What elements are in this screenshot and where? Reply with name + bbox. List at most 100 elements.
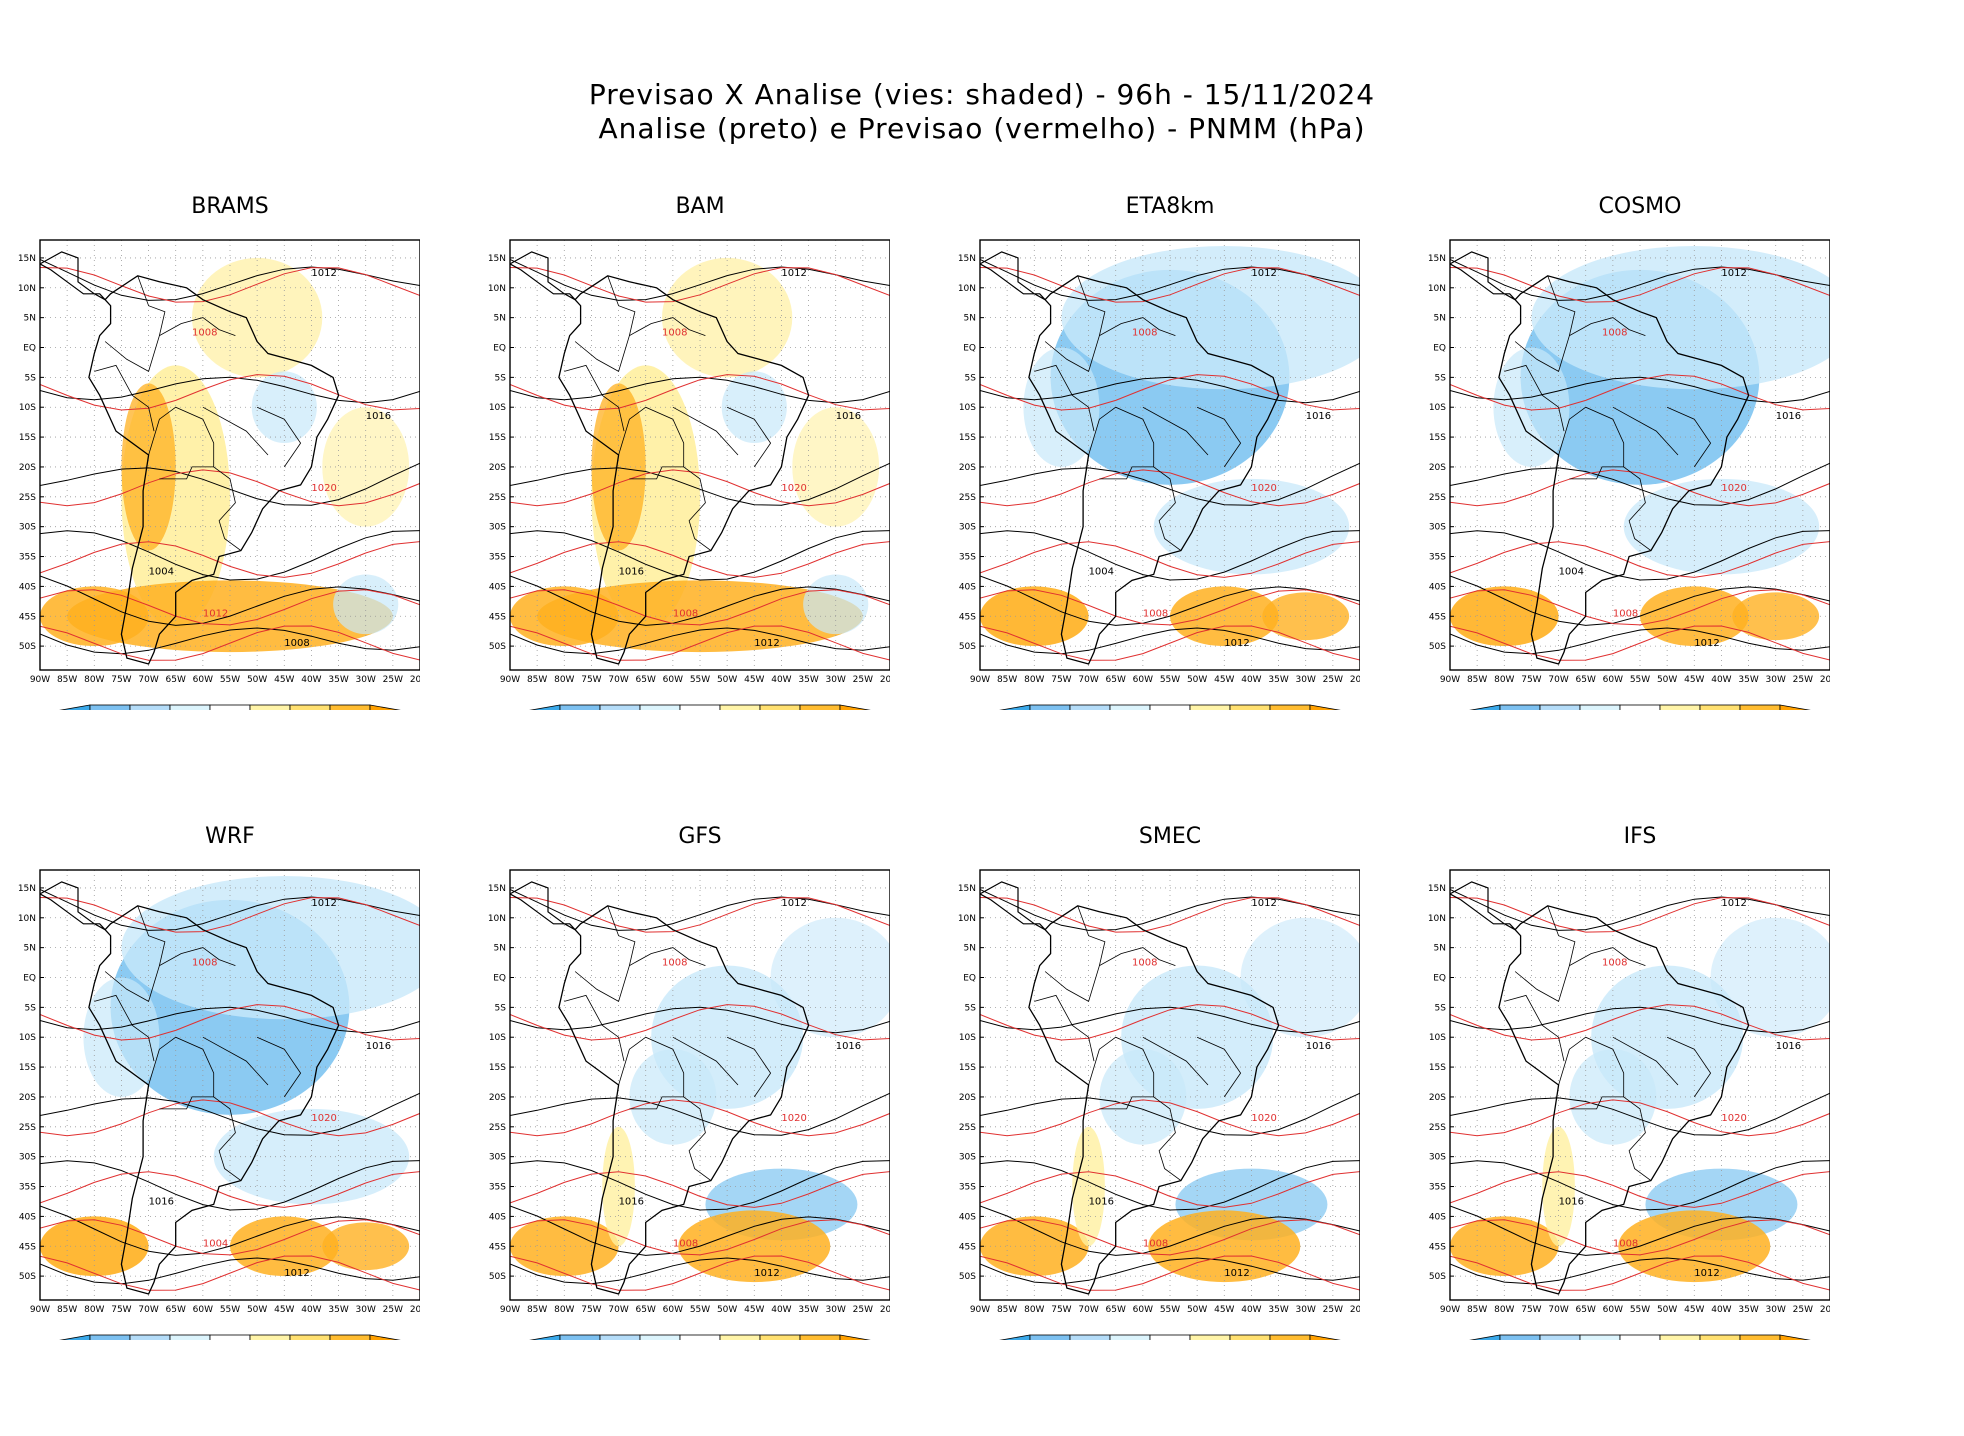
- lon-tick-label: 50W: [1657, 1305, 1677, 1315]
- lon-tick-label: 50W: [717, 1305, 737, 1315]
- isobar-label: 1008: [192, 958, 217, 969]
- lat-tick-label: 30S: [1429, 1153, 1446, 1163]
- isobar-label: 1016: [619, 1196, 644, 1207]
- lat-tick-label: 5N: [24, 944, 36, 954]
- isobar-label: 1012: [1251, 898, 1276, 909]
- lon-tick-label: 60W: [663, 675, 683, 685]
- lat-tick-label: 20S: [19, 1093, 36, 1103]
- lon-tick-label: 85W: [57, 1305, 77, 1315]
- isobar-label: 1008: [1143, 608, 1168, 619]
- isobar-label: 1004: [203, 1238, 228, 1249]
- lat-tick-label: 10N: [1428, 914, 1446, 924]
- lat-tick-label: 45S: [1429, 1242, 1446, 1252]
- bias-shading: [333, 574, 399, 635]
- bias-shading: [1640, 586, 1749, 647]
- lat-tick-label: 15S: [959, 433, 976, 443]
- lon-tick-label: 90W: [1440, 675, 1460, 685]
- lat-tick-label: 50S: [1429, 1272, 1446, 1282]
- lon-tick-label: 60W: [1603, 675, 1623, 685]
- lon-tick-label: 40W: [771, 1305, 791, 1315]
- lat-tick-label: 50S: [959, 1272, 976, 1282]
- lon-tick-label: 60W: [1603, 1305, 1623, 1315]
- lat-tick-label: 15S: [19, 1063, 36, 1073]
- bias-shading: [602, 1126, 635, 1247]
- map-panel: BRAMS 1012 1008 1016 1020 1004 1012 1008 15N 10N 5…: [0, 194, 460, 710]
- lon-tick-label: 70W: [608, 675, 628, 685]
- lon-tick-label: 35W: [798, 1305, 818, 1315]
- lon-tick-label: 40W: [771, 675, 791, 685]
- lat-tick-label: EQ: [1433, 344, 1446, 354]
- panel-title: GFS: [678, 824, 722, 849]
- panel-title: BRAMS: [191, 194, 269, 219]
- lon-tick-label: 35W: [1268, 675, 1288, 685]
- lat-tick-label: EQ: [963, 344, 976, 354]
- isobar-label: 1020: [781, 1113, 806, 1124]
- title-line-1: Previsao X Analise (vies: shaded) - 96h …: [588, 78, 1376, 111]
- lon-tick-label: 75W: [1051, 675, 1071, 685]
- lon-tick-label: 55W: [690, 1305, 710, 1315]
- lat-tick-label: 15N: [488, 254, 506, 264]
- lat-tick-label: 25S: [959, 493, 976, 503]
- isobar-label: 1008: [662, 958, 687, 969]
- isobar-label: 1012: [311, 268, 336, 279]
- lon-tick-label: 20W: [1350, 1305, 1360, 1315]
- isobar-label: 1008: [1132, 328, 1157, 339]
- lat-tick-label: 15S: [489, 433, 506, 443]
- lon-tick-label: 70W: [1548, 675, 1568, 685]
- lon-tick-label: 65W: [1106, 1305, 1126, 1315]
- bias-shading: [1542, 1126, 1575, 1247]
- map-svg: 1012 1008 1016 1020 1004 1008 1012 15N 10N 5N EQ 5S…: [1428, 239, 1830, 710]
- lon-tick-label: 30W: [356, 1305, 376, 1315]
- lon-tick-label: 70W: [608, 1305, 628, 1315]
- lon-tick-label: 80W: [1024, 1305, 1044, 1315]
- isobar-label: 1016: [836, 411, 861, 422]
- lat-tick-label: 10N: [488, 284, 506, 294]
- map-svg: 1012 1008 1016 1020 1004 1008 1012 15N 10N 5N EQ 5S…: [958, 239, 1360, 710]
- lat-tick-label: 10N: [958, 914, 976, 924]
- lat-tick-label: 15N: [18, 884, 36, 894]
- lat-tick-label: 10S: [959, 1033, 976, 1043]
- isobar-label: 1008: [662, 328, 687, 339]
- colorbar: -4-3-2-11234: [1469, 1334, 1811, 1340]
- isobar-label: 1012: [1224, 1268, 1249, 1279]
- isobar-label: 1012: [1251, 268, 1276, 279]
- lat-tick-label: 35S: [489, 1183, 506, 1193]
- lon-tick-label: 85W: [1467, 1305, 1487, 1315]
- lon-tick-label: 50W: [717, 675, 737, 685]
- lat-tick-label: 15S: [19, 433, 36, 443]
- lat-tick-label: 35S: [1429, 553, 1446, 563]
- isobar-label: 1008: [673, 1238, 698, 1249]
- bias-shading: [192, 257, 323, 378]
- lat-tick-label: 20S: [959, 1093, 976, 1103]
- lat-tick-label: 35S: [959, 1183, 976, 1193]
- lon-tick-label: 80W: [1494, 675, 1514, 685]
- lat-tick-label: 30S: [19, 523, 36, 533]
- map-panel: WRF 1012 1008 1016 1020 1016 1004 1012 15N 10N 5N E…: [0, 824, 460, 1340]
- lat-tick-label: 40S: [959, 582, 976, 592]
- lat-tick-label: 45S: [489, 1242, 506, 1252]
- lon-tick-label: 25W: [1793, 1305, 1813, 1315]
- map-svg: 1012 1008 1016 1020 1004 1012 1008 15N 10N 5N EQ 5S…: [18, 239, 420, 710]
- isobar-label: 1012: [1694, 1268, 1719, 1279]
- isobar-label: 1012: [781, 268, 806, 279]
- lon-tick-label: 90W: [30, 1305, 50, 1315]
- isobar-label: 1008: [192, 328, 217, 339]
- isobar-label: 1012: [1694, 638, 1719, 649]
- lat-tick-label: EQ: [963, 974, 976, 984]
- lon-tick-label: 90W: [500, 1305, 520, 1315]
- lon-tick-label: 50W: [1187, 675, 1207, 685]
- lat-tick-label: 50S: [489, 642, 506, 652]
- lat-tick-label: 35S: [959, 553, 976, 563]
- map-svg: 1012 1008 1016 1020 1016 1008 1012 15N 10N 5N EQ 5S…: [1428, 869, 1830, 1340]
- lat-tick-label: 10N: [488, 914, 506, 924]
- panel-title: COSMO: [1598, 194, 1682, 219]
- lon-tick-label: 35W: [328, 1305, 348, 1315]
- bias-shading: [121, 383, 176, 551]
- lon-tick-label: 40W: [1711, 675, 1731, 685]
- lat-tick-label: 10S: [1429, 403, 1446, 413]
- lon-tick-label: 25W: [853, 675, 873, 685]
- panel-title: IFS: [1623, 824, 1657, 849]
- lat-tick-label: EQ: [23, 974, 36, 984]
- lon-tick-label: 60W: [193, 1305, 213, 1315]
- lon-tick-label: 70W: [1548, 1305, 1568, 1315]
